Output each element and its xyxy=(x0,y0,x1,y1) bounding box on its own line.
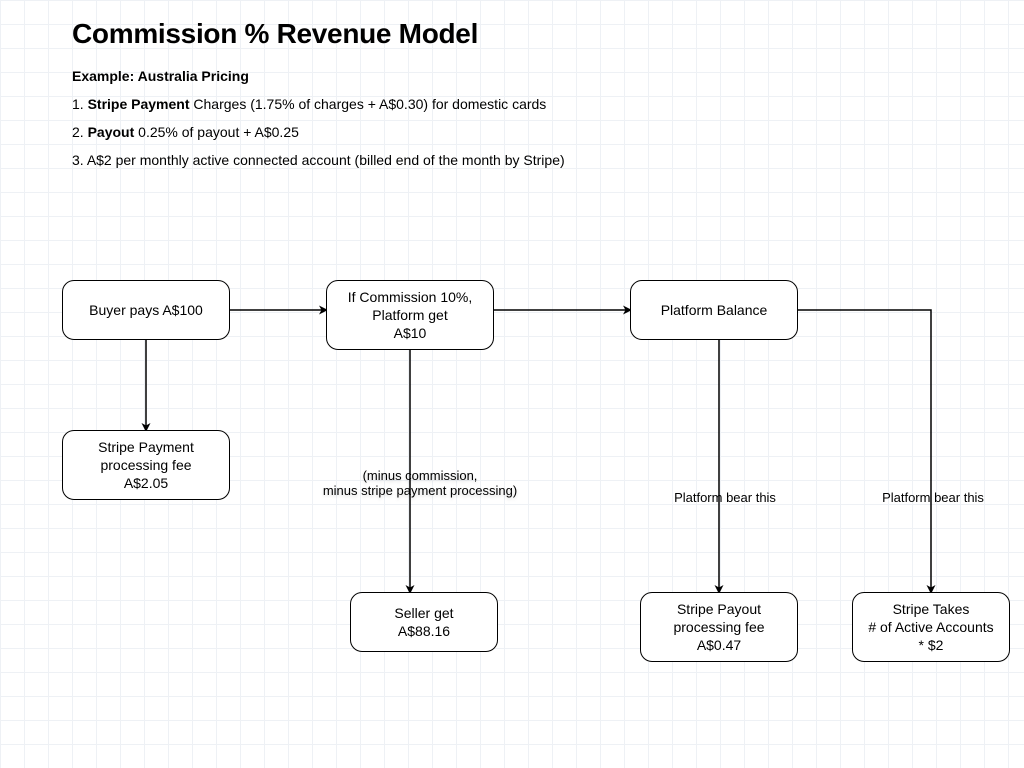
flow-arrows xyxy=(0,0,1024,768)
flow-edge-platform-active_acc xyxy=(798,310,931,592)
